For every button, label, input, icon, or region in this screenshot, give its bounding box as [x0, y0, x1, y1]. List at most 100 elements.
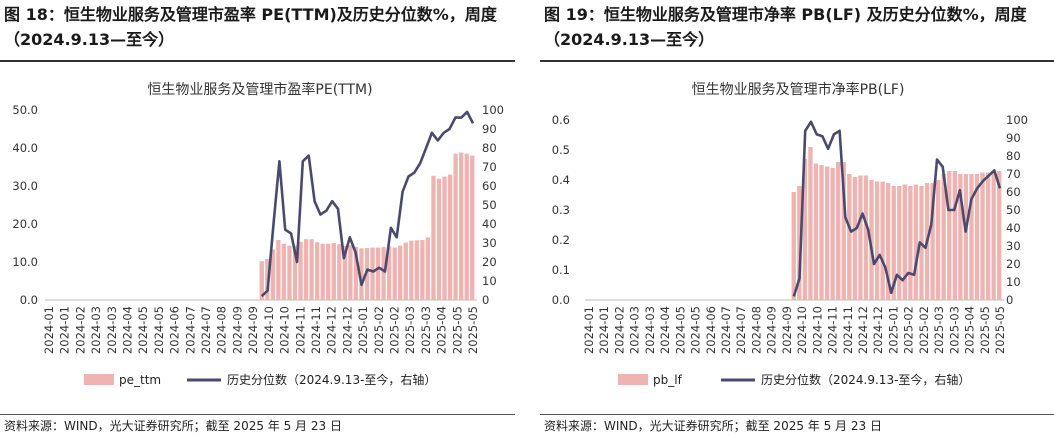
percentile-line [792, 120, 1002, 297]
y-left-tick-label: 40.0 [12, 141, 38, 155]
y-left-tick-label: 20.0 [12, 217, 38, 231]
bar [458, 152, 464, 300]
bar [309, 239, 314, 300]
x-tick-label: 2024-10 [795, 306, 809, 354]
x-tick-label: 2024-11 [826, 306, 840, 354]
y-right-tick-label: 80 [1006, 149, 1021, 163]
bar [913, 184, 919, 300]
x-tick-label: 2024-09 [780, 306, 794, 354]
bar [958, 174, 963, 300]
title-divider [0, 60, 515, 62]
y-right-tick-label: 0 [482, 293, 489, 307]
x-tick-label: 2024-03 [643, 306, 657, 354]
bar [276, 239, 281, 300]
figure-18-panel: 图 18：恒生物业服务及管理市盈率 PE(TTM)及历史分位数%，周度（2024… [0, 0, 515, 438]
bar [969, 174, 974, 300]
y-right-tick-label: 50 [482, 198, 497, 212]
legend-bar-label: pb_lf [653, 373, 683, 387]
legend-line-label: 历史分位数（2024.9.13-至今，右轴） [761, 372, 970, 387]
bar [370, 247, 375, 300]
bar [386, 246, 392, 300]
bar [320, 243, 325, 300]
x-tick-label: 2024-09 [246, 306, 260, 354]
pe-ttm-chart: 恒生物业服务及管理市盈率PE(TTM) 0.0 10.0 20.0 30.0 40.0 50… [12, 81, 504, 387]
x-tick-label: 2024-07 [199, 306, 213, 354]
bar [292, 245, 298, 300]
bar [885, 183, 891, 300]
x-tick-label: 2024-05 [673, 306, 687, 354]
x-tick-label: 2025-01 [356, 306, 370, 354]
legend-bar-swatch [84, 374, 114, 385]
y-right-tick-label: 30 [1006, 239, 1021, 253]
bar [447, 174, 453, 300]
bar [342, 246, 348, 300]
bar [858, 175, 863, 300]
x-tick-label: 2025-05 [450, 306, 464, 354]
bar [902, 184, 908, 300]
x-tick-label: 2024-09 [230, 306, 244, 354]
bar [403, 242, 408, 300]
bar [908, 186, 913, 300]
bar [303, 239, 309, 300]
bar [464, 153, 469, 300]
y-right-tick-label: 30 [482, 236, 497, 250]
y-right-tick-label: 90 [1006, 131, 1021, 145]
bar [947, 171, 952, 300]
bar [420, 239, 425, 300]
y-left-tick-label: 0.2 [552, 233, 570, 247]
x-tick-label: 2024-01 [58, 306, 72, 354]
bar [980, 172, 985, 300]
y-right-tick-label: 80 [482, 141, 497, 155]
bar [952, 171, 957, 300]
y-right-tick-label: 90 [482, 122, 497, 136]
bar [414, 240, 420, 300]
bar [991, 172, 996, 300]
y-left-tick-label: 10.0 [12, 255, 38, 269]
bar [381, 247, 386, 300]
y-left-tick-label: 50.0 [12, 103, 38, 117]
x-tick-label: 2025-04 [963, 306, 977, 354]
x-tick-label: 2025-03 [932, 306, 946, 354]
bar [287, 245, 292, 300]
bar [891, 186, 896, 300]
x-tick-label: 2024-03 [89, 306, 103, 354]
y-right-tick-label: 70 [482, 160, 497, 174]
bar [869, 180, 874, 300]
y-right-tick-label: 0 [1006, 293, 1013, 307]
x-tick-label: 2025-05 [466, 306, 480, 354]
x-tick-label: 2025-02 [372, 306, 386, 354]
y-left-tick-label: 0.0 [552, 293, 570, 307]
x-tick-label: 2024-08 [749, 306, 763, 354]
x-tick-label: 2024-12 [325, 306, 339, 354]
source-note: 资料来源：WIND，光大证券研究所；截至 2025 年 5 月 23 日 [4, 419, 342, 433]
y-right-tick-label: 20 [482, 255, 497, 269]
x-tick-label: 2024-12 [871, 306, 885, 354]
bar [941, 174, 946, 300]
x-tick-label: 2024-12 [856, 306, 870, 354]
x-tick-label: 2024-01 [582, 306, 596, 354]
x-tick-label: 2024-03 [628, 306, 642, 354]
bar [791, 192, 796, 300]
legend-line-label: 历史分位数（2024.9.13-至今，右轴） [227, 372, 436, 387]
y-left-tick-label: 0.3 [552, 203, 570, 217]
bar [353, 246, 359, 300]
bar [409, 240, 414, 300]
chart-title: 恒生物业服务及管理市净率PB(LF) [692, 81, 905, 98]
percentile-line [260, 110, 475, 298]
x-tick-label: 2025-02 [917, 306, 931, 354]
x-tick-label: 2024-08 [215, 306, 229, 354]
x-tick-label: 2025-03 [947, 306, 961, 354]
y-left-tick-label: 0.4 [552, 173, 570, 187]
bar [281, 243, 287, 300]
x-tick-label: 2024-01 [597, 306, 611, 354]
y-right-tick-label: 100 [482, 103, 504, 117]
y-right-tick-label: 70 [1006, 167, 1021, 181]
bar [425, 237, 431, 300]
x-tick-label: 2024-11 [309, 306, 323, 354]
bar [259, 261, 264, 300]
bar [836, 162, 841, 300]
bar [398, 245, 403, 300]
x-tick-label: 2024-11 [293, 306, 307, 354]
bar [314, 242, 320, 300]
figure-19-panel: 图 19：恒生物业服务及管理市净率 PB(LF) 及历史分位数%，周度（2024… [540, 0, 1054, 438]
